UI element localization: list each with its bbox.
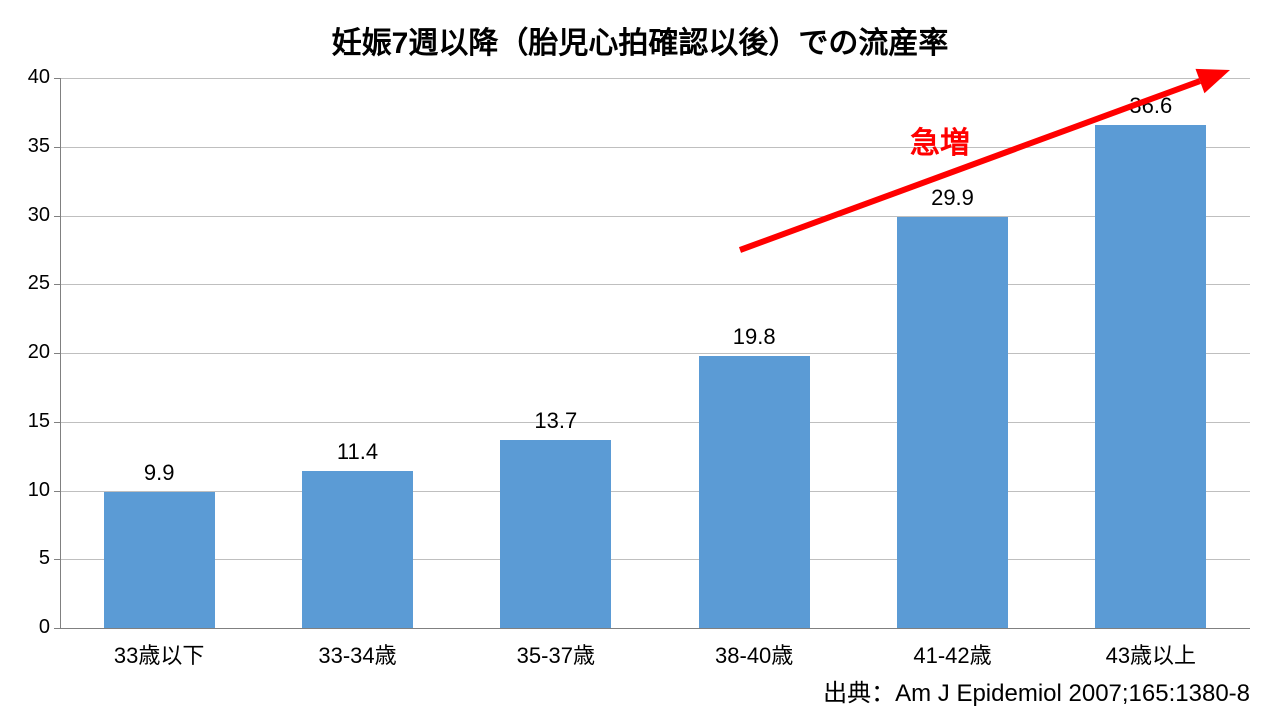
x-axis-label: 41-42歳 <box>853 638 1051 670</box>
y-axis-label: 35 <box>28 135 50 158</box>
x-axis-label: 38-40歳 <box>655 638 853 670</box>
x-axis-label: 33-34歳 <box>258 638 456 670</box>
y-axis-label: 25 <box>28 272 50 295</box>
x-axis-label: 33歳以下 <box>60 638 258 670</box>
y-axis-label: 40 <box>28 66 50 89</box>
y-axis-label: 10 <box>28 479 50 502</box>
chart-container: 妊娠7週以降（胎児心拍確認以後）での流産率 9.911.413.719.829.… <box>0 0 1280 720</box>
y-axis-label: 30 <box>28 204 50 227</box>
source-citation: 出典：Am J Epidemiol 2007;165:1380-8 <box>823 673 1250 708</box>
x-axis-label: 35-37歳 <box>457 638 655 670</box>
y-axis-label: 20 <box>28 341 50 364</box>
source-text: Am J Epidemiol 2007;165:1380-8 <box>895 680 1250 707</box>
y-axis-label: 15 <box>28 410 50 433</box>
y-axis-label: 0 <box>39 616 50 639</box>
source-prefix: 出典： <box>823 680 895 707</box>
y-axis-label: 5 <box>39 547 50 570</box>
x-axis-label: 43歳以上 <box>1052 638 1250 670</box>
trend-arrow <box>0 0 1280 720</box>
annotation-label: 急増 <box>910 118 970 162</box>
